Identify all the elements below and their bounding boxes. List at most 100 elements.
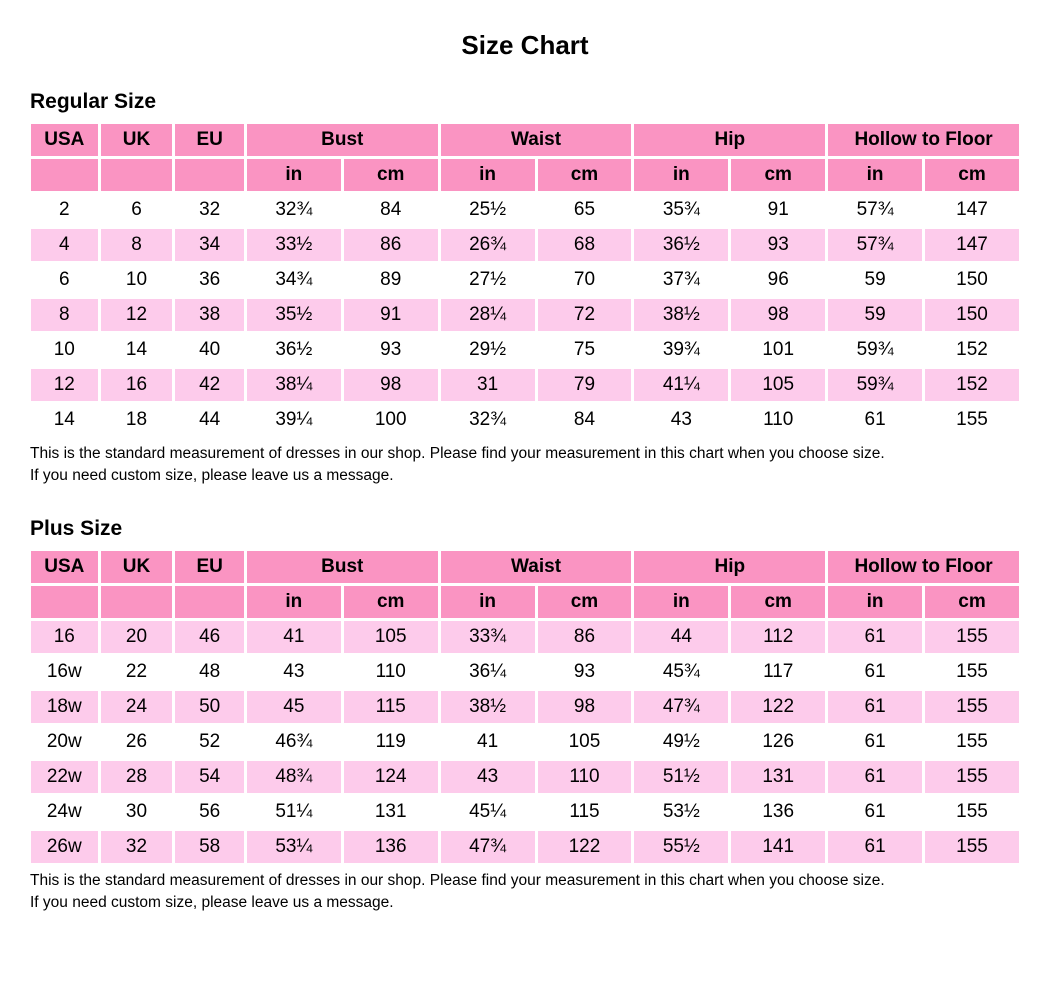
table-cell: 39¾ (634, 334, 729, 366)
table-cell: 22 (100, 656, 173, 688)
table-cell: 31 (440, 369, 535, 401)
table-cell: 110 (343, 656, 438, 688)
table-cell: 115 (537, 796, 632, 828)
table-row: 6 10 36 34¾ 89 27½ 70 37¾ 96 59 150 (31, 264, 1019, 296)
table-cell: 155 (925, 656, 1019, 688)
table-cell: 16 (100, 369, 173, 401)
table-cell: 32 (175, 194, 244, 226)
table-cell: 136 (731, 796, 826, 828)
column-group-header: EU (175, 124, 244, 156)
table-cell: 20 (100, 621, 173, 653)
table-cell: 32¾ (246, 194, 341, 226)
table-cell: 44 (175, 404, 244, 436)
table-cell: 2 (31, 194, 98, 226)
table-cell: 59¾ (828, 334, 923, 366)
unit-header: in (440, 159, 535, 191)
table-cell: 34 (175, 229, 244, 261)
table-cell: 110 (731, 404, 826, 436)
regular-size-table: USA UK EU Bust Waist Hip Hollow to Floor in cm in… (28, 121, 1022, 439)
table-cell: 36½ (246, 334, 341, 366)
unit-header: cm (731, 159, 826, 191)
unit-header: in (440, 586, 535, 618)
table-cell: 33½ (246, 229, 341, 261)
table-cell: 41¼ (634, 369, 729, 401)
table-cell: 38¼ (246, 369, 341, 401)
table-cell: 112 (731, 621, 826, 653)
table-cell: 46¾ (246, 726, 341, 758)
table-cell: 42 (175, 369, 244, 401)
table-cell: 152 (925, 334, 1019, 366)
table-cell: 47¾ (634, 691, 729, 723)
column-group-header: UK (100, 124, 173, 156)
table-cell: 59¾ (828, 369, 923, 401)
table-cell: 45¼ (440, 796, 535, 828)
table-cell: 26¾ (440, 229, 535, 261)
unit-header: cm (537, 586, 632, 618)
table-cell: 105 (731, 369, 826, 401)
note-line: This is the standard measurement of dres… (30, 445, 885, 462)
table-cell: 79 (537, 369, 632, 401)
table-cell: 45 (246, 691, 341, 723)
table-cell: 91 (343, 299, 438, 331)
table-cell: 65 (537, 194, 632, 226)
table-cell: 20w (31, 726, 98, 758)
table-cell: 35¾ (634, 194, 729, 226)
regular-size-section: Regular Size USA UK EU Bust Waist Hip Hollow t… (28, 90, 1022, 487)
table-cell: 56 (175, 796, 244, 828)
table-cell: 152 (925, 369, 1019, 401)
table-cell: 36 (175, 264, 244, 296)
table-cell: 28 (100, 761, 173, 793)
table-cell: 141 (731, 831, 826, 863)
table-cell: 105 (537, 726, 632, 758)
table-cell: 41 (440, 726, 535, 758)
table-cell: 72 (537, 299, 632, 331)
table-cell: 61 (828, 831, 923, 863)
unit-header: in (246, 159, 341, 191)
note-line: This is the standard measurement of dres… (30, 872, 885, 889)
unit-header: in (634, 586, 729, 618)
table-row: 22w 28 54 48¾ 124 43 110 51½ 131 61 155 (31, 761, 1019, 793)
table-cell: 6 (100, 194, 173, 226)
table-cell: 110 (537, 761, 632, 793)
table-cell: 46 (175, 621, 244, 653)
table-cell: 155 (925, 761, 1019, 793)
column-group-header: Waist (440, 124, 632, 156)
unit-header: cm (343, 159, 438, 191)
table-cell: 43 (634, 404, 729, 436)
table-cell: 57¾ (828, 194, 923, 226)
unit-header-row: in cm in cm in cm in cm (31, 159, 1019, 191)
table-row: 2 6 32 32¾ 84 25½ 65 35¾ 91 57¾ 147 (31, 194, 1019, 226)
table-row: 10 14 40 36½ 93 29½ 75 39¾ 101 59¾ 152 (31, 334, 1019, 366)
unit-header (31, 586, 98, 618)
table-cell: 27½ (440, 264, 535, 296)
table-cell: 12 (31, 369, 98, 401)
table-cell: 37¾ (634, 264, 729, 296)
table-cell: 91 (731, 194, 826, 226)
page-title: Size Chart (461, 30, 589, 60)
table-cell: 38½ (634, 299, 729, 331)
table-cell: 155 (925, 726, 1019, 758)
table-cell: 61 (828, 761, 923, 793)
table-cell: 35½ (246, 299, 341, 331)
table-cell: 10 (100, 264, 173, 296)
table-cell: 39¼ (246, 404, 341, 436)
table-cell: 61 (828, 691, 923, 723)
table-cell: 8 (31, 299, 98, 331)
table-row: 16 20 46 41 105 33¾ 86 44 112 61 155 (31, 621, 1019, 653)
table-row: 18w 24 50 45 115 38½ 98 47¾ 122 61 155 (31, 691, 1019, 723)
table-cell: 38 (175, 299, 244, 331)
table-row: 12 16 42 38¼ 98 31 79 41¼ 105 59¾ 152 (31, 369, 1019, 401)
table-cell: 14 (100, 334, 173, 366)
table-cell: 115 (343, 691, 438, 723)
table-cell: 150 (925, 264, 1019, 296)
table-cell: 36½ (634, 229, 729, 261)
table-row: 14 18 44 39¼ 100 32¾ 84 43 110 61 155 (31, 404, 1019, 436)
plus-size-table: USA UK EU Bust Waist Hip Hollow to Floor in cm in… (28, 548, 1022, 866)
table-row: 24w 30 56 51¼ 131 45¼ 115 53½ 136 61 155 (31, 796, 1019, 828)
table-cell: 32¾ (440, 404, 535, 436)
column-group-header: Hip (634, 124, 826, 156)
unit-header (100, 159, 173, 191)
table-cell: 26 (100, 726, 173, 758)
table-cell: 14 (31, 404, 98, 436)
table-cell: 26w (31, 831, 98, 863)
